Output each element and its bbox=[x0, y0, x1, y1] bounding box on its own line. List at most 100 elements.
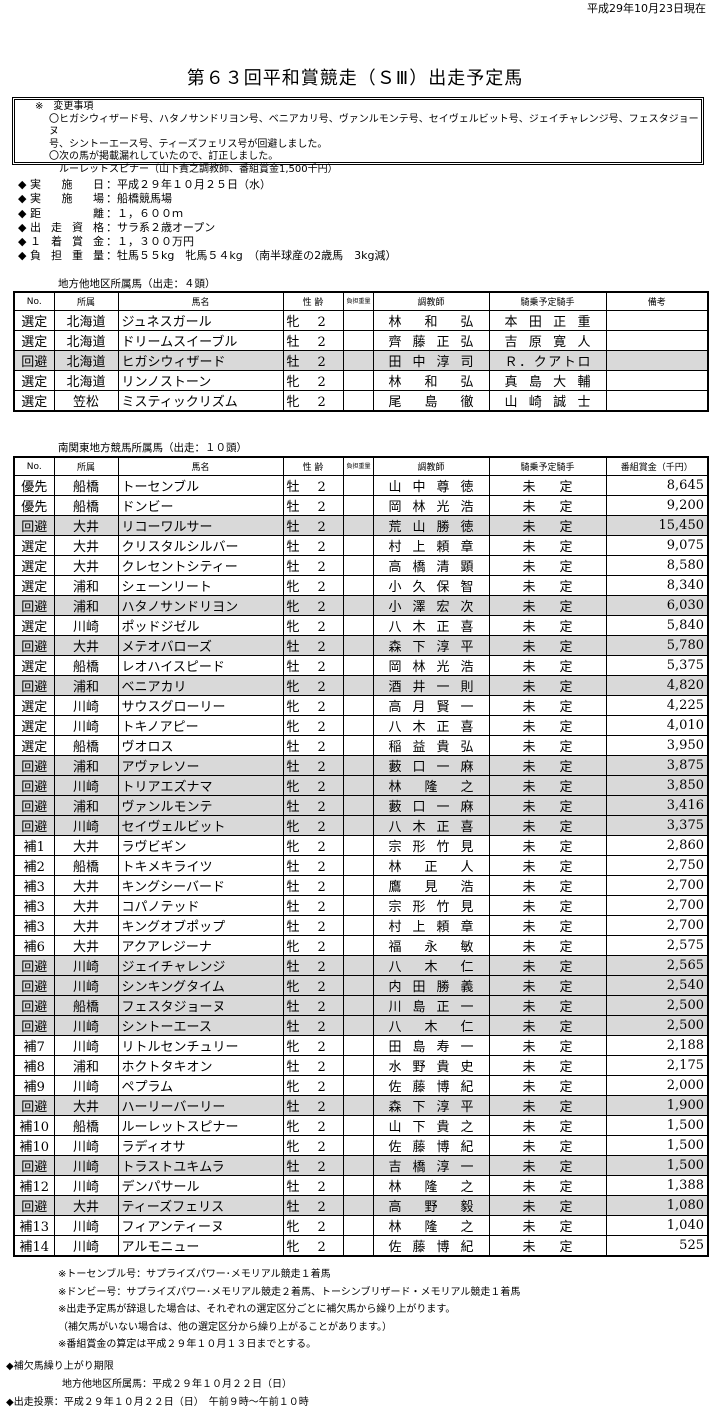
weight-cell bbox=[342, 1235, 374, 1257]
affiliation-cell: 川崎 bbox=[53, 815, 119, 836]
weight-cell bbox=[342, 835, 374, 856]
jockey-name: 山崎誠士 bbox=[504, 395, 591, 410]
info-row: ◆ 実施場：船橋競馬場 bbox=[18, 192, 172, 206]
column-header: 負担重量 bbox=[342, 291, 374, 311]
horse-name-cell: キングオブポップ bbox=[117, 915, 284, 936]
age: 2 bbox=[317, 980, 326, 995]
horse-name-cell: フェスタジョーヌ bbox=[117, 995, 284, 1016]
status-cell: 回避 bbox=[13, 755, 55, 776]
remarks-cell bbox=[605, 330, 709, 351]
trainer-cell: 林隆之 bbox=[372, 1215, 490, 1236]
status-cell: 回避 bbox=[13, 815, 55, 836]
horse-name-cell: キングシーバード bbox=[117, 875, 284, 896]
horse-name-cell: ラディオサ bbox=[117, 1135, 284, 1156]
remarks-cell bbox=[605, 350, 709, 371]
weight-cell bbox=[342, 1115, 374, 1136]
affiliation-cell: 北海道 bbox=[53, 310, 119, 331]
jockey-name: 真島大輔 bbox=[504, 375, 591, 390]
trainer-name: 小澤宏次 bbox=[388, 600, 474, 615]
table-row: 回避 浦和 ハタノサンドリヨン牝 2 小澤宏次 未定 6,030 bbox=[13, 595, 709, 616]
notice-heading: ※ 変更事項 bbox=[35, 101, 94, 112]
sex: 牝 bbox=[286, 1220, 300, 1235]
age: 2 bbox=[317, 740, 326, 755]
info-value: 牡馬５５kg 牝馬５４kg （南半球産の2歳馬 3kg減） bbox=[116, 249, 397, 263]
trainer-name: 田中淳司 bbox=[388, 355, 474, 370]
status-cell: 回避 bbox=[13, 675, 55, 696]
trainer-name: 岡林光浩 bbox=[388, 660, 474, 675]
trainer-cell: 川島正一 bbox=[372, 995, 490, 1016]
table-row: 回避 北海道 ヒガシウィザード牡 2 田中淳司 Ｒ．クアトロ bbox=[13, 350, 709, 371]
jockey-name: 未定 bbox=[522, 1080, 573, 1095]
change-notice-box: ※ 変更事項 〇ヒガシウィザード号、ハタノサンドリヨン号、ベニアカリ号、ヴァンル… bbox=[12, 97, 704, 175]
prize-money-cell: 5,375 bbox=[605, 655, 709, 676]
horse-name-cell: シントーエース bbox=[117, 1015, 284, 1036]
age: 2 bbox=[317, 355, 326, 370]
age: 2 bbox=[317, 1120, 326, 1135]
status-cell: 回避 bbox=[13, 995, 55, 1016]
horse-name-cell: アルモニュー bbox=[117, 1235, 284, 1257]
trainer-cell: 林隆之 bbox=[372, 775, 490, 796]
deadline-heading: ◆補欠馬繰り上がり期限 bbox=[6, 1361, 114, 1372]
jockey-name: 未定 bbox=[522, 520, 573, 535]
horse-name-cell: アクアレジーナ bbox=[117, 935, 284, 956]
weight-cell bbox=[342, 655, 374, 676]
info-value: 船橋競馬場 bbox=[116, 192, 172, 206]
jockey-cell: 未定 bbox=[488, 775, 607, 796]
prize-money-cell: 2,700 bbox=[605, 895, 709, 916]
jockey-name: 未定 bbox=[522, 480, 573, 495]
prize-money-cell: 2,565 bbox=[605, 955, 709, 976]
trainer-cell: 村上頼章 bbox=[372, 535, 490, 556]
age: 2 bbox=[317, 500, 326, 515]
status-cell: 選定 bbox=[13, 330, 55, 351]
prize-money-cell: 2,500 bbox=[605, 995, 709, 1016]
trainer-cell: 山中尊徳 bbox=[372, 475, 490, 496]
trainer-cell: 福永敏 bbox=[372, 935, 490, 956]
sex: 牡 bbox=[286, 900, 300, 915]
weight-cell bbox=[342, 715, 374, 736]
trainer-name: 内田勝義 bbox=[388, 980, 474, 995]
sex: 牡 bbox=[286, 760, 300, 775]
jockey-name: 未定 bbox=[522, 1120, 573, 1135]
horse-name-cell: デンパサール bbox=[117, 1175, 284, 1196]
trainer-cell: 八木正喜 bbox=[372, 815, 490, 836]
sex: 牝 bbox=[286, 1140, 300, 1155]
trainer-name: 宗形竹見 bbox=[388, 900, 474, 915]
jockey-name: 未定 bbox=[522, 560, 573, 575]
horse-name-cell: ミスティックリズム bbox=[117, 390, 284, 412]
trainer-cell: 山下貴之 bbox=[372, 1115, 490, 1136]
column-header: 騎乗予定騎手 bbox=[488, 456, 607, 476]
affiliation-cell: 浦和 bbox=[53, 1055, 119, 1076]
status-cell: 選定 bbox=[13, 535, 55, 556]
jockey-name: 未定 bbox=[522, 1240, 573, 1255]
jockey-cell: 未定 bbox=[488, 915, 607, 936]
affiliation-cell: 大井 bbox=[53, 635, 119, 656]
sex: 牡 bbox=[286, 1000, 300, 1015]
jockey-name: 未定 bbox=[522, 1020, 573, 1035]
affiliation-cell: 川崎 bbox=[53, 775, 119, 796]
table-row: 選定 大井 クレセントシティー牡 2 高橋清顕 未定 8,580 bbox=[13, 555, 709, 576]
age: 2 bbox=[317, 1160, 326, 1175]
table-row: 選定 大井 クリスタルシルバー牡 2 村上頼章 未定 9,075 bbox=[13, 535, 709, 556]
horse-name-cell: リコーワルサー bbox=[117, 515, 284, 536]
status-cell: 選定 bbox=[13, 735, 55, 756]
trainer-name: 森下淳平 bbox=[388, 640, 474, 655]
jockey-name: 未定 bbox=[522, 880, 573, 895]
table-row: 選定 川崎 トキノアピー牝 2 八木正喜 未定 4,010 bbox=[13, 715, 709, 736]
table-row: 選定 北海道 リンノストーン牝 2 林和弘 真島大輔 bbox=[13, 370, 709, 391]
affiliation-cell: 船橋 bbox=[53, 735, 119, 756]
age: 2 bbox=[317, 920, 326, 935]
age: 2 bbox=[317, 800, 326, 815]
column-header: 性 齢 bbox=[282, 456, 344, 476]
jockey-name: 未定 bbox=[522, 780, 573, 795]
age: 2 bbox=[317, 960, 326, 975]
trainer-cell: 村上頼章 bbox=[372, 915, 490, 936]
notice-line: ルーレットスピナー（山下貴之調教師、番組賞金1,500千円） bbox=[59, 163, 338, 175]
horse-name-cell: ハーリーバーリー bbox=[117, 1095, 284, 1116]
trainer-name: 岡林光浩 bbox=[388, 500, 474, 515]
